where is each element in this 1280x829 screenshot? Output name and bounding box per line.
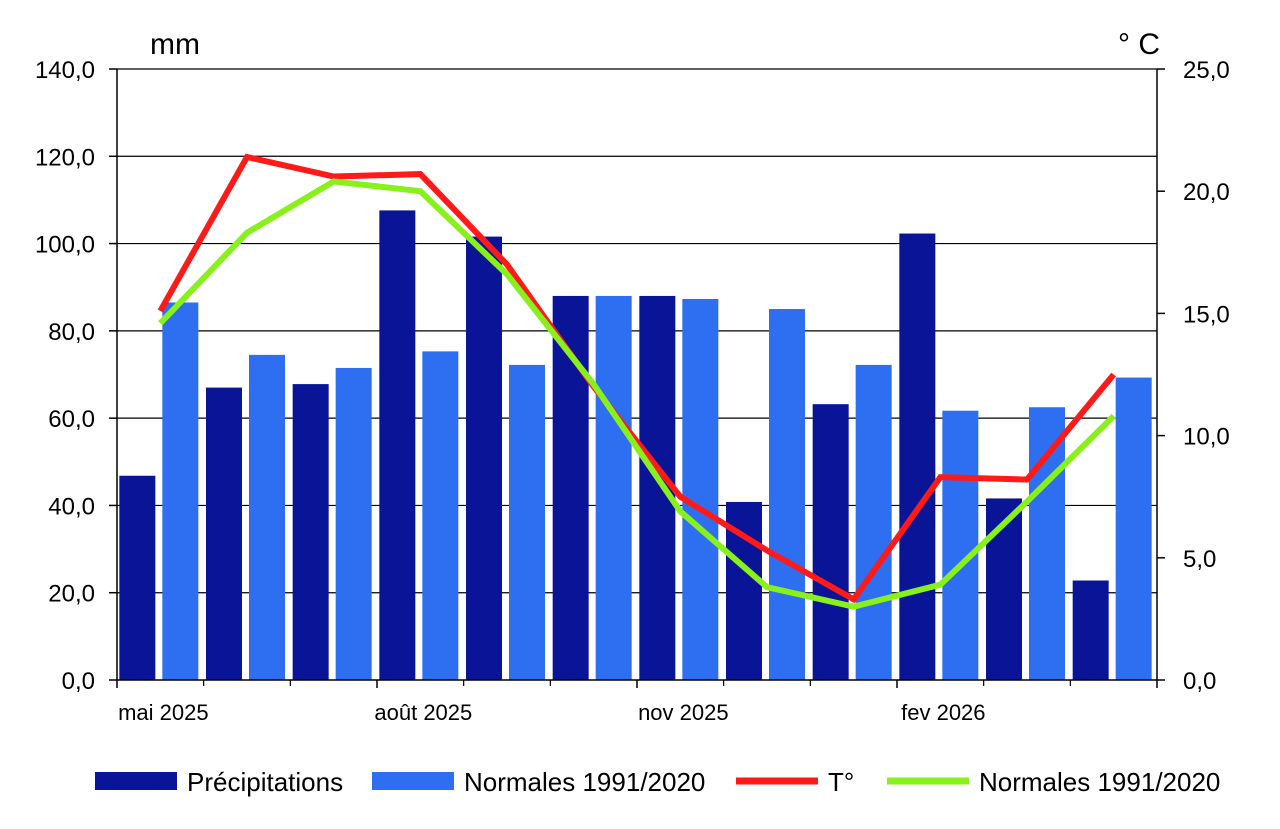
left-tick-label: 40,0 xyxy=(48,493,95,520)
legend-label-normales-precip: Normales 1991/2020 xyxy=(464,767,705,797)
legend: Précipitations Normales 1991/2020 T° Nor… xyxy=(95,767,1220,797)
bar-precipitation xyxy=(206,387,242,680)
bar-precipitation xyxy=(899,233,936,680)
x-tick-label: août 2025 xyxy=(374,700,472,725)
bar-normal-precip xyxy=(942,410,979,680)
x-tick-label: nov 2025 xyxy=(638,700,729,725)
bar-normal-precip xyxy=(249,354,285,680)
bar-normal-precip xyxy=(1115,377,1152,680)
right-axis-unit: ° C xyxy=(1118,28,1160,61)
right-tick-label: 10,0 xyxy=(1183,424,1230,451)
bar-precipitation xyxy=(812,404,849,680)
line-temperature xyxy=(157,153,1116,604)
bar-precipitation xyxy=(552,295,589,680)
bar-precipitation xyxy=(466,236,502,681)
bar-normal-precip xyxy=(422,351,459,680)
legend-label-normales-temp: Normales 1991/2020 xyxy=(979,767,1220,797)
bar-precipitation xyxy=(379,210,416,680)
left-tick-label: 60,0 xyxy=(48,406,95,433)
left-tick-label: 0,0 xyxy=(62,668,95,695)
right-tick-label: 5,0 xyxy=(1183,546,1216,573)
lines xyxy=(157,153,1116,610)
legend-swatch-precipitations xyxy=(95,772,177,790)
axis-labels: mm ° C xyxy=(150,28,1160,61)
legend-label-precipitations: Précipitations xyxy=(187,767,343,797)
bar-normal-precip xyxy=(769,309,805,680)
x-tick-label: fev 2026 xyxy=(901,700,985,725)
bar-normal-precip xyxy=(335,367,372,680)
right-tick-label: 15,0 xyxy=(1183,301,1230,328)
bar-normal-precip xyxy=(855,364,892,680)
bar-precipitation xyxy=(119,475,156,680)
bar-normal-precip xyxy=(509,364,545,680)
legend-swatch-normales-precip xyxy=(372,772,454,790)
grid-lines xyxy=(117,68,1157,594)
bar-normal-precip xyxy=(162,302,199,680)
left-tick-label: 80,0 xyxy=(48,319,95,346)
left-axis-unit: mm xyxy=(150,28,200,61)
bar-normal-precip xyxy=(595,295,632,680)
bars xyxy=(119,210,1152,681)
axes: 0,0 20,0 40,0 60,0 80,0 100,0 120,0 140,0 0,0 5,0… xyxy=(35,57,1230,725)
right-tick-label: 0,0 xyxy=(1183,668,1216,695)
left-tick-label: 120,0 xyxy=(35,144,95,171)
bar-precipitation xyxy=(292,384,329,680)
left-tick-label: 140,0 xyxy=(35,57,95,84)
line-normal-temperature xyxy=(158,178,1116,610)
bar-precipitation xyxy=(1072,580,1109,680)
bar-precipitation xyxy=(639,295,676,680)
right-tick-label: 20,0 xyxy=(1183,179,1230,206)
bar-normal-precip xyxy=(682,298,719,680)
legend-label-temperature: T° xyxy=(828,767,854,797)
x-tick-label: mai 2025 xyxy=(118,700,209,725)
right-tick-label: 25,0 xyxy=(1183,57,1230,84)
bar-normal-precip xyxy=(1029,407,1065,680)
left-tick-label: 20,0 xyxy=(48,581,95,608)
bar-precipitation xyxy=(986,498,1022,680)
left-tick-label: 100,0 xyxy=(35,232,95,259)
